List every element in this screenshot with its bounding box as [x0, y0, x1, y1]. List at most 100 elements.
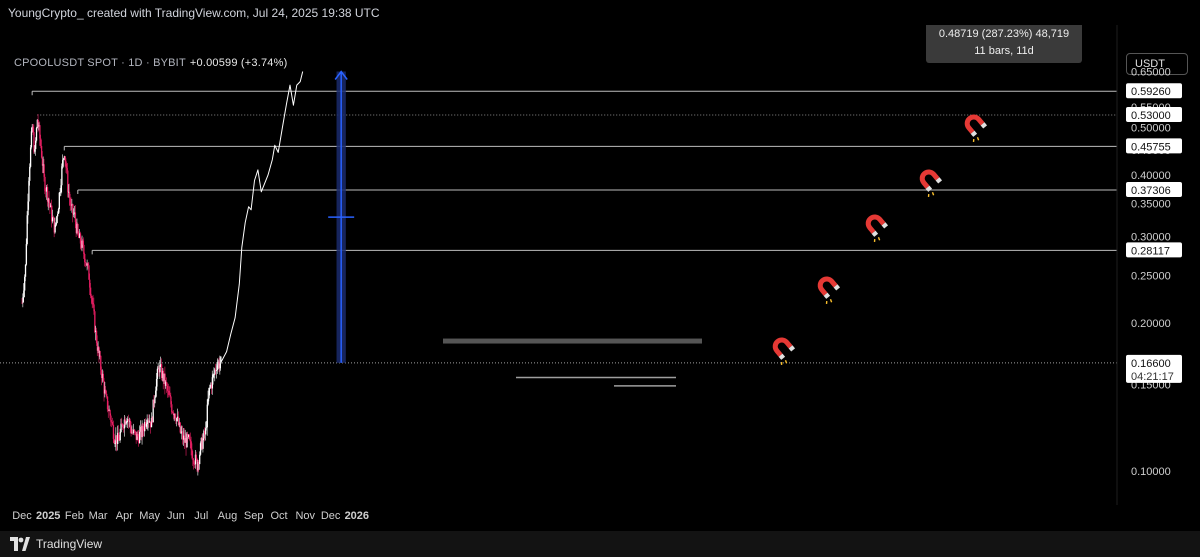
- candle-body: [166, 385, 169, 391]
- x-tick-label: Dec: [321, 510, 341, 522]
- candle-body: [107, 409, 110, 411]
- candle-body: [114, 443, 116, 444]
- candle-body: [47, 198, 50, 202]
- level-price-label: 0.28117: [1131, 245, 1170, 257]
- candle-body: [194, 454, 197, 465]
- candle-body: [85, 262, 88, 266]
- candle-body: [24, 264, 27, 277]
- magnet-body: [772, 337, 793, 357]
- candle-body: [192, 457, 194, 461]
- price-change: +0.00599 (+3.74%): [189, 57, 288, 69]
- candle-body: [112, 424, 115, 439]
- candle-body: [144, 422, 146, 432]
- tradingview-logo-icon: [10, 537, 30, 551]
- magnet-pole: [778, 353, 786, 360]
- candle-body: [74, 212, 77, 222]
- candle-body: [185, 438, 187, 448]
- measure-label-line2: 11 bars, 11d: [974, 45, 1034, 57]
- x-tick-label: Jul: [194, 510, 208, 522]
- candle-body: [141, 426, 143, 438]
- candle-body: [204, 428, 207, 435]
- candle-body: [21, 302, 23, 304]
- magnet-pole: [833, 284, 841, 291]
- price-chart[interactable]: 0.48719 (287.23%) 48,719 11 bars, 11d 0.6…: [0, 25, 1200, 531]
- candle-body: [162, 370, 164, 382]
- candle-body: [88, 265, 90, 280]
- candle-body: [161, 364, 163, 379]
- candle-body: [181, 431, 183, 433]
- candle-body: [197, 462, 199, 471]
- candle-body: [215, 369, 217, 371]
- candle-body: [50, 205, 52, 208]
- level-price-label: 0.37306: [1131, 185, 1171, 197]
- candle-body: [92, 302, 94, 305]
- magnet-pole: [881, 222, 889, 229]
- candle-body: [135, 431, 137, 440]
- candle-body: [95, 330, 97, 333]
- magnet-icon: [964, 114, 988, 142]
- candle-body: [73, 213, 75, 215]
- candle-body: [219, 363, 221, 369]
- candle-body: [140, 427, 143, 438]
- chart-credit: YoungCrypto_ created with TradingView.co…: [8, 6, 380, 20]
- candle-body: [133, 429, 136, 432]
- candle-body: [164, 373, 166, 386]
- candle-body: [65, 161, 67, 169]
- candle-body: [64, 156, 66, 162]
- magnet-pole: [925, 185, 933, 192]
- y-tick-label: 0.25000: [1131, 270, 1171, 282]
- candle-body: [109, 410, 111, 416]
- candle-body: [46, 187, 49, 202]
- candle-body: [87, 263, 89, 266]
- candle-body: [154, 397, 156, 404]
- candle-body: [68, 191, 71, 199]
- chart-area[interactable]: CPOOLUSDT SPOT · 1D · BYBIT +0.00599 (+3.…: [0, 25, 1200, 531]
- candle-body: [213, 373, 215, 375]
- candle-body: [193, 464, 196, 465]
- candle-body: [102, 373, 104, 382]
- candle-body: [124, 419, 126, 425]
- projection-line[interactable]: [220, 71, 304, 364]
- candle-countdown: 04:21:17: [1131, 371, 1174, 383]
- candle-body: [176, 418, 178, 422]
- candle-body: [203, 430, 205, 439]
- x-tick-label: 2025: [36, 510, 60, 522]
- candle-body: [128, 419, 130, 422]
- candle-body: [200, 437, 203, 444]
- candle-body: [111, 421, 114, 425]
- candle-body: [29, 166, 31, 181]
- candle-body: [108, 410, 110, 411]
- candle-body: [187, 434, 189, 437]
- x-tick-label: Jun: [167, 510, 185, 522]
- candle-body: [168, 390, 170, 395]
- candle-body: [41, 157, 44, 166]
- candle-body: [126, 420, 128, 423]
- candle-body: [158, 368, 160, 373]
- candle-body: [202, 438, 204, 449]
- magnet-pole: [788, 345, 796, 352]
- magnet-spark: [825, 299, 833, 304]
- candle-body: [75, 221, 77, 233]
- candle-body: [52, 217, 55, 218]
- candle-body: [217, 361, 219, 366]
- candle-body: [129, 420, 132, 427]
- candle-body: [25, 244, 28, 265]
- candle-body: [35, 140, 37, 150]
- symbol-name: CPOOLUSDT SPOT · 1D · BYBIT: [14, 57, 186, 69]
- candle-body: [152, 399, 154, 423]
- magnet-pole: [980, 122, 988, 129]
- candle-body: [77, 224, 79, 234]
- candle-body: [151, 417, 154, 423]
- candle-body: [42, 164, 44, 166]
- candle-body: [61, 166, 63, 186]
- candle-body: [117, 432, 120, 441]
- candle-body: [55, 222, 57, 225]
- candle-body: [33, 132, 35, 152]
- measure-label-line1: 0.48719 (287.23%) 48,719: [939, 28, 1069, 40]
- y-tick-label: 0.30000: [1131, 232, 1171, 244]
- candle-body: [101, 373, 104, 379]
- candle-body: [79, 233, 82, 244]
- candle-body: [80, 243, 82, 248]
- currency-selector[interactable]: USDT: [1126, 53, 1188, 75]
- candle-body: [138, 436, 140, 444]
